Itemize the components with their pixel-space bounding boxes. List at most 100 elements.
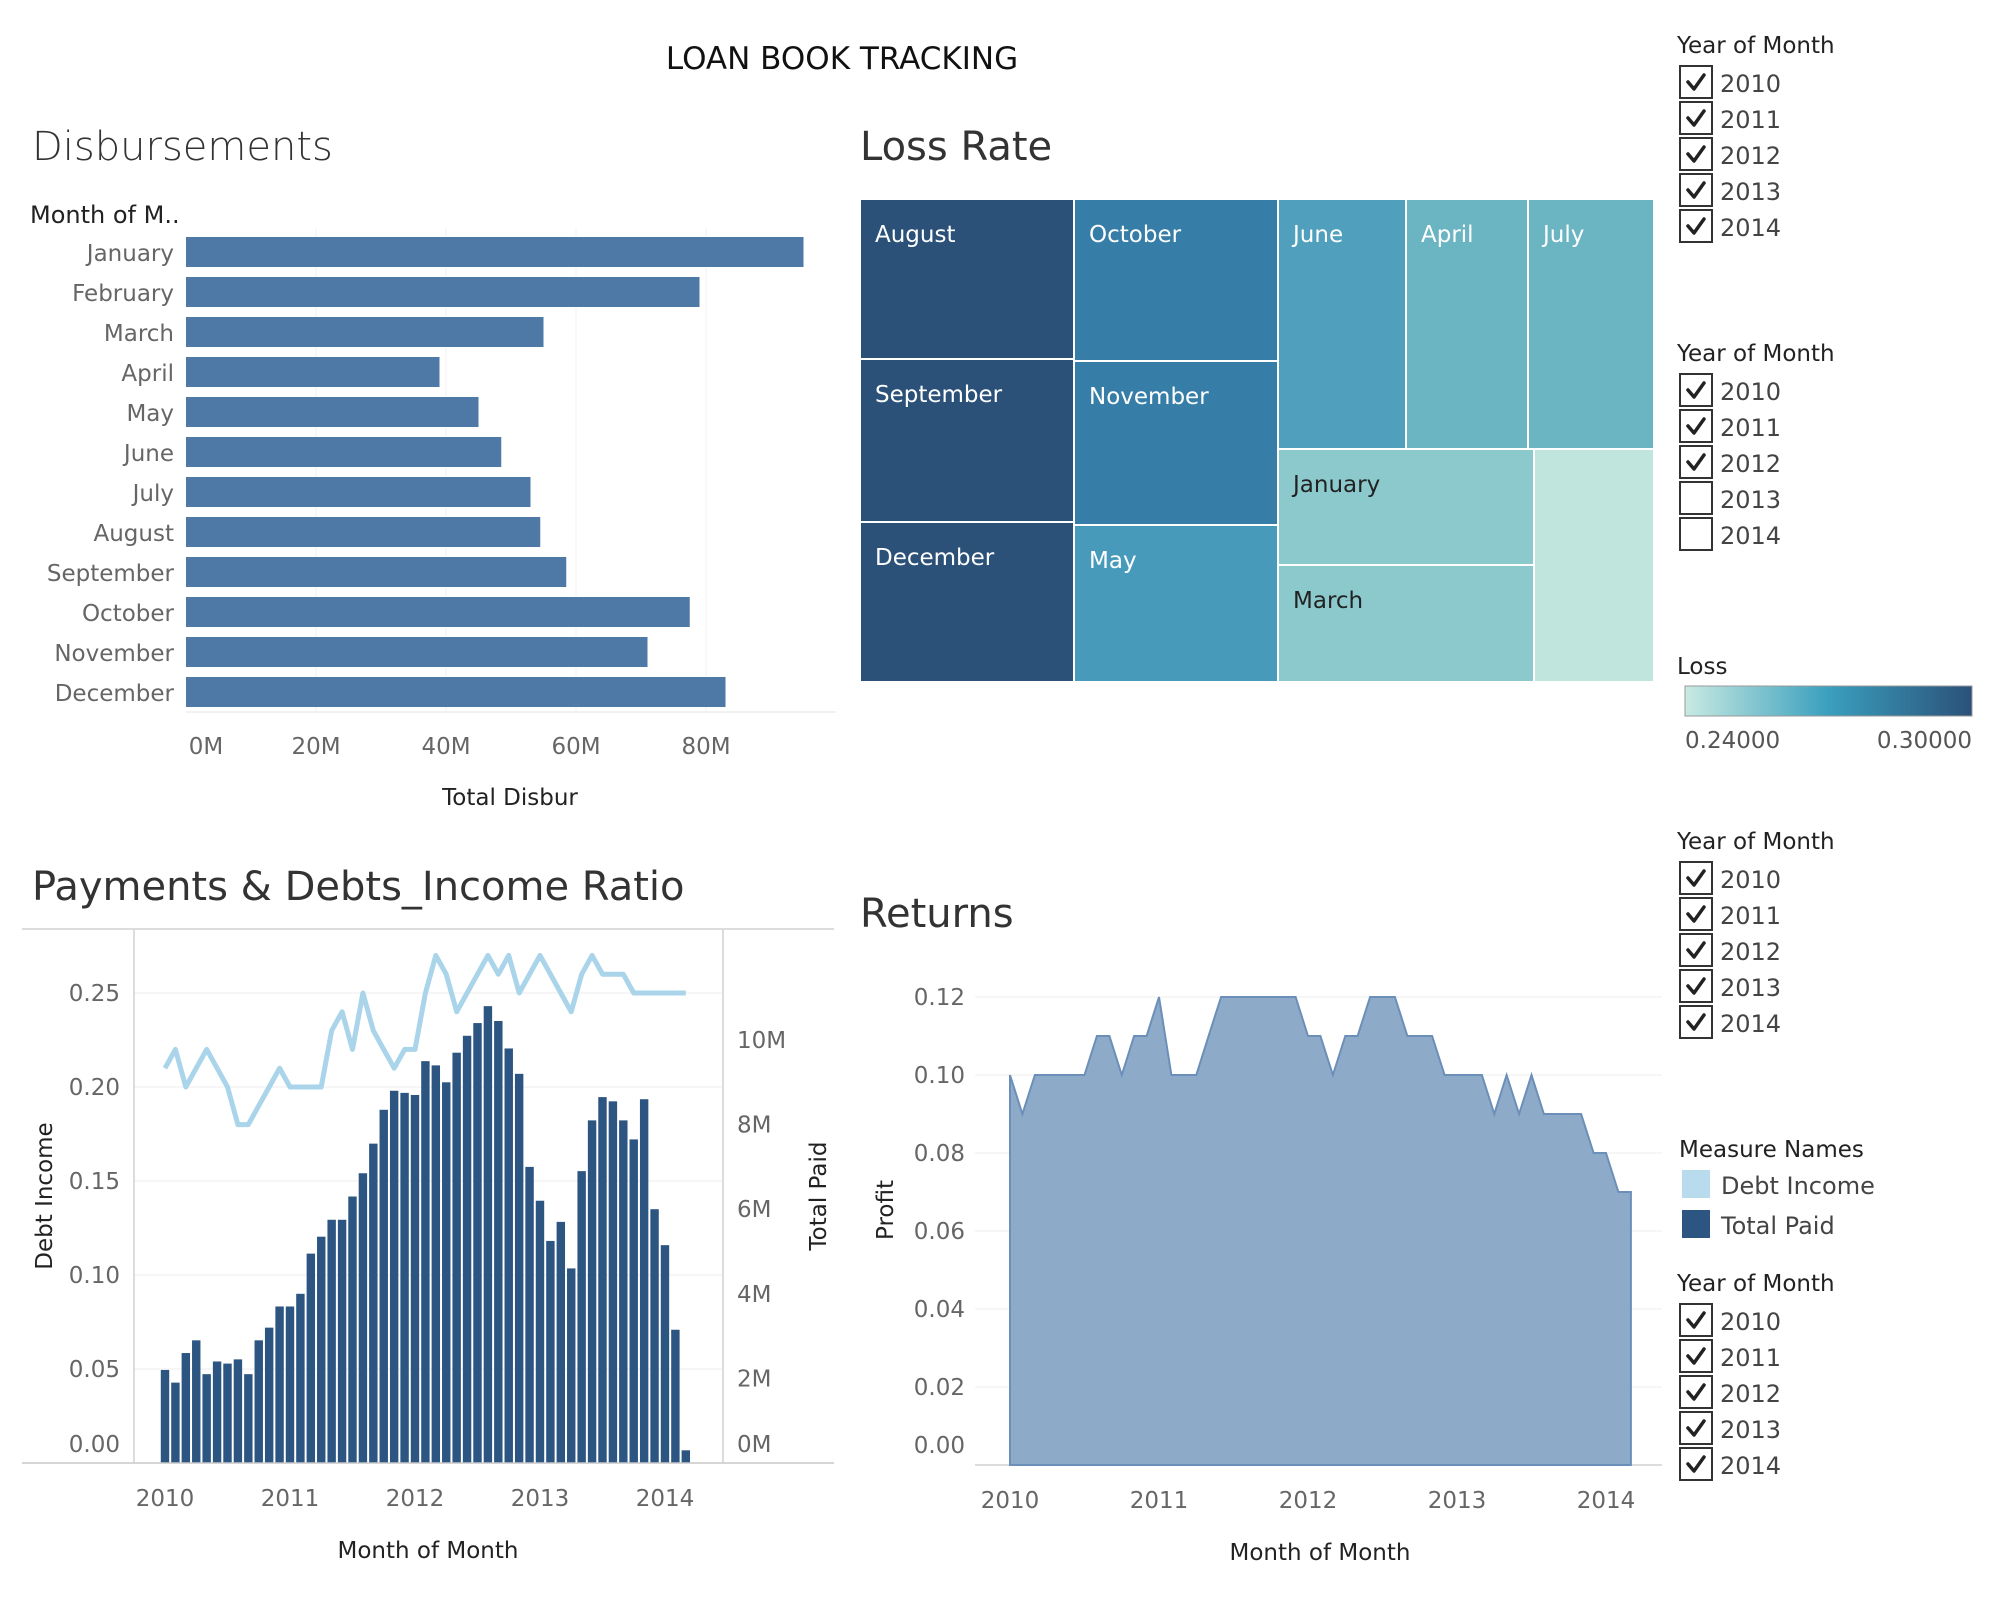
total-paid-bar[interactable] <box>535 1200 545 1463</box>
checkbox-box[interactable] <box>1679 897 1713 931</box>
total-paid-bar[interactable] <box>275 1306 284 1463</box>
loss-cell-january[interactable] <box>1277 448 1535 566</box>
total-paid-bar[interactable] <box>587 1120 597 1463</box>
total-paid-bar[interactable] <box>348 1196 357 1463</box>
total-paid-bar[interactable] <box>639 1099 649 1463</box>
legend-label-total-paid[interactable]: Total Paid <box>1720 1212 1835 1240</box>
total-paid-bar[interactable] <box>431 1065 441 1463</box>
checkbox-box[interactable] <box>1679 1005 1713 1039</box>
total-paid-bar[interactable] <box>421 1061 430 1463</box>
total-paid-bar[interactable] <box>650 1209 659 1463</box>
year-checkbox-2011[interactable]: 2011 <box>1679 409 1781 443</box>
total-paid-bar[interactable] <box>525 1166 534 1463</box>
checkbox-box[interactable] <box>1679 409 1713 443</box>
total-paid-bar[interactable] <box>452 1052 461 1463</box>
total-paid-bar[interactable] <box>410 1094 420 1463</box>
total-paid-bar[interactable] <box>504 1048 513 1463</box>
year-checkbox-2012[interactable]: 2012 <box>1679 1375 1781 1409</box>
loss-cell-may[interactable] <box>1073 524 1279 683</box>
year-checkbox-2012[interactable]: 2012 <box>1679 933 1781 967</box>
total-paid-bar[interactable] <box>577 1171 586 1463</box>
total-paid-bar[interactable] <box>306 1253 316 1463</box>
loss-cell-march[interactable] <box>1277 564 1535 683</box>
year-checkbox-2011[interactable]: 2011 <box>1679 101 1781 135</box>
total-paid-bar[interactable] <box>233 1359 243 1463</box>
disbursement-bar-september[interactable] <box>186 557 567 587</box>
loss-cell-august[interactable] <box>859 198 1075 360</box>
total-paid-bar[interactable] <box>400 1092 409 1463</box>
disbursement-bar-october[interactable] <box>186 597 690 627</box>
year-checkbox-2013[interactable]: 2013 <box>1679 969 1781 1003</box>
total-paid-bar[interactable] <box>223 1363 232 1463</box>
disbursement-bar-december[interactable] <box>186 677 726 707</box>
disbursement-bar-march[interactable] <box>186 317 544 347</box>
total-paid-bar[interactable] <box>379 1109 388 1463</box>
total-paid-bar[interactable] <box>442 1082 451 1463</box>
total-paid-bar[interactable] <box>473 1023 482 1463</box>
year-checkbox-2014[interactable]: 2014 <box>1679 209 1781 243</box>
total-paid-bar[interactable] <box>494 1020 503 1463</box>
year-checkbox-2011[interactable]: 2011 <box>1679 897 1781 931</box>
total-paid-bar[interactable] <box>556 1221 566 1463</box>
total-paid-bar[interactable] <box>629 1139 638 1463</box>
total-paid-bar[interactable] <box>192 1340 201 1463</box>
total-paid-bar[interactable] <box>296 1293 305 1463</box>
year-checkbox-2014[interactable]: 2014 <box>1679 1005 1781 1039</box>
checkbox-box[interactable] <box>1679 445 1713 479</box>
year-checkbox-2010[interactable]: 2010 <box>1679 861 1781 895</box>
total-paid-bar[interactable] <box>514 1073 524 1463</box>
year-checkbox-2012[interactable]: 2012 <box>1679 445 1781 479</box>
loss-cell-december[interactable] <box>859 521 1075 683</box>
checkbox-box[interactable] <box>1679 65 1713 99</box>
total-paid-bar[interactable] <box>681 1450 691 1463</box>
total-paid-bar[interactable] <box>598 1097 607 1463</box>
year-checkbox-2013[interactable]: 2013 <box>1679 1411 1781 1445</box>
checkbox-box[interactable] <box>1679 861 1713 895</box>
loss-cell-unlabeled[interactable] <box>1533 448 1655 683</box>
disbursement-bar-february[interactable] <box>186 277 700 307</box>
disbursement-bar-may[interactable] <box>186 397 479 427</box>
year-checkbox-2014[interactable]: 2014 <box>1679 517 1781 551</box>
total-paid-bar[interactable] <box>671 1329 680 1463</box>
total-paid-bar[interactable] <box>337 1219 347 1463</box>
checkbox-box[interactable] <box>1679 173 1713 207</box>
disbursement-bar-january[interactable] <box>186 237 804 267</box>
total-paid-bar[interactable] <box>202 1374 211 1463</box>
total-paid-bar[interactable] <box>212 1361 222 1463</box>
total-paid-bar[interactable] <box>244 1374 253 1463</box>
total-paid-bar[interactable] <box>567 1268 576 1463</box>
total-paid-bar[interactable] <box>369 1143 378 1463</box>
year-checkbox-2010[interactable]: 2010 <box>1679 1303 1781 1337</box>
total-paid-bar[interactable] <box>171 1382 180 1463</box>
disbursement-bar-august[interactable] <box>186 517 541 547</box>
total-paid-bar[interactable] <box>254 1340 263 1463</box>
loss-cell-june[interactable] <box>1277 198 1407 450</box>
total-paid-bar[interactable] <box>358 1173 368 1463</box>
loss-cell-october[interactable] <box>1073 198 1279 362</box>
total-paid-bar[interactable] <box>317 1236 326 1463</box>
year-checkbox-2013[interactable]: 2013 <box>1679 481 1781 515</box>
total-paid-bar[interactable] <box>619 1120 628 1463</box>
disbursement-bar-april[interactable] <box>186 357 440 387</box>
checkbox-box[interactable] <box>1679 373 1713 407</box>
checkbox-box[interactable] <box>1679 1447 1713 1481</box>
total-paid-bar[interactable] <box>327 1219 336 1463</box>
checkbox-box[interactable] <box>1679 137 1713 171</box>
loss-cell-november[interactable] <box>1073 360 1279 526</box>
total-paid-bar[interactable] <box>264 1327 274 1463</box>
total-paid-bar[interactable] <box>483 1006 493 1463</box>
total-paid-bar[interactable] <box>181 1353 191 1463</box>
checkbox-box[interactable] <box>1679 1303 1713 1337</box>
checkbox-box[interactable] <box>1679 101 1713 135</box>
total-paid-bar[interactable] <box>285 1306 295 1463</box>
disbursement-bar-november[interactable] <box>186 637 648 667</box>
disbursement-bar-july[interactable] <box>186 477 531 507</box>
year-checkbox-2010[interactable]: 2010 <box>1679 65 1781 99</box>
total-paid-bar[interactable] <box>546 1240 555 1463</box>
year-checkbox-2012[interactable]: 2012 <box>1679 137 1781 171</box>
year-checkbox-2014[interactable]: 2014 <box>1679 1447 1781 1481</box>
checkbox-box[interactable] <box>1679 933 1713 967</box>
total-paid-bar[interactable] <box>160 1369 170 1463</box>
total-paid-bar[interactable] <box>462 1035 472 1463</box>
checkbox-box[interactable] <box>1679 517 1713 551</box>
